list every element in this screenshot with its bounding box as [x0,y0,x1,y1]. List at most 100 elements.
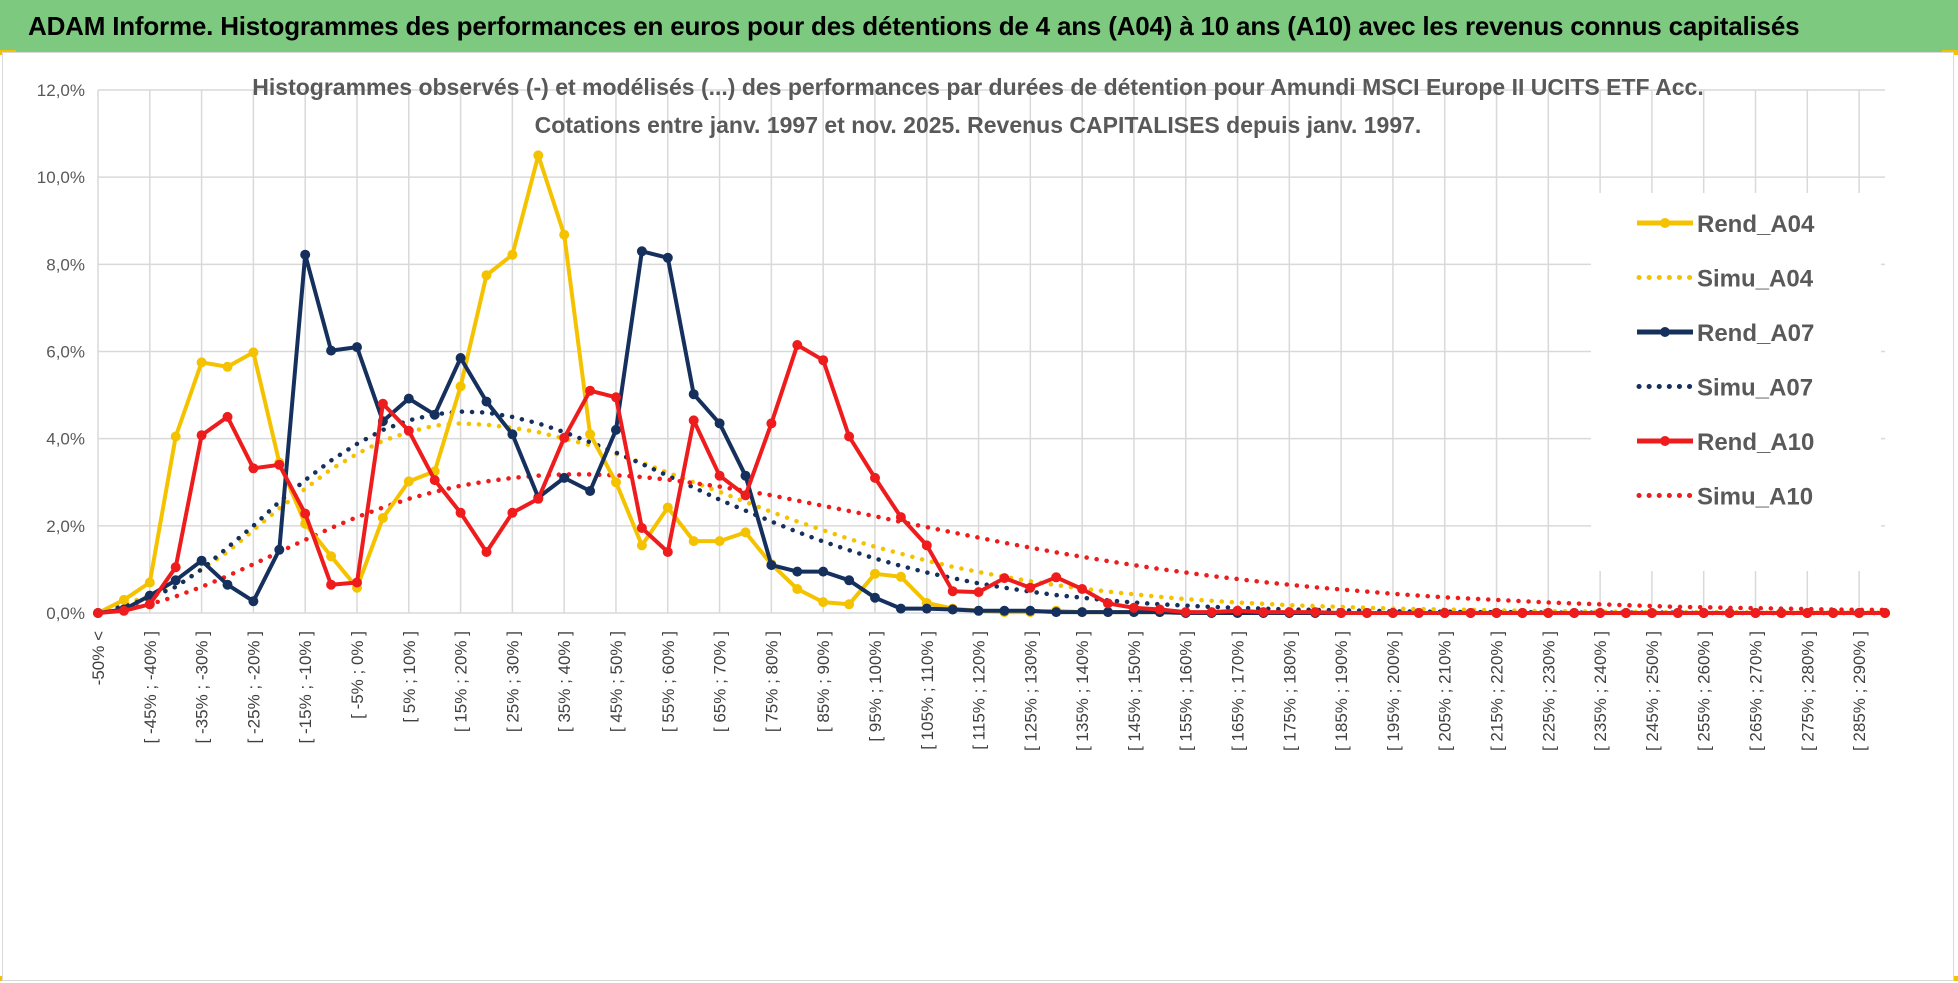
x-tick-label: [ 285% ; 290% ] [1850,631,1869,751]
legend-label: Rend_A04 [1697,211,1815,238]
data-point-Rend_A07 [248,596,259,607]
line-chart: 0,0% 2,0% 4,0% 6,0% 8,0% 10,0% 12,0% -50% < [ -… [37,74,1890,751]
data-point-Rend_A07 [714,418,725,429]
series-group [93,150,1890,618]
y-axis-ticks: 0,0% 2,0% 4,0% 6,0% 8,0% 10,0% 12,0% [37,81,85,623]
data-point-Rend_A10 [1569,608,1580,618]
legend-item-Simu_A04: Simu_A04 [1636,266,1814,293]
series-line-Rend_A10 [97,343,1885,615]
x-tick-label: -50% < [89,631,108,685]
data-point-Rend_A10 [1206,607,1217,618]
legend-marker [1660,327,1670,337]
data-point-Rend_A10 [1439,608,1450,618]
legend-marker [1660,436,1670,446]
x-tick-label: [ 105% ; 110% ] [918,631,937,750]
data-point-Rend_A07 [766,560,777,571]
data-point-Rend_A10 [455,507,466,518]
x-tick-label: [ -15% ; -10% ] [296,631,315,743]
data-point-Rend_A10 [714,470,725,481]
data-point-Rend_A04 [895,571,906,582]
data-point-Rend_A10 [947,586,958,597]
data-point-Rend_A10 [636,523,647,533]
data-point-Rend_A07 [507,429,518,440]
x-tick-label: [ -45% ; -40% ] [141,631,160,743]
data-point-Rend_A10 [1595,608,1606,618]
data-point-Rend_A10 [1051,572,1062,583]
series-Simu_A10 [95,472,1888,615]
data-point-Rend_A10 [300,508,311,519]
data-point-Rend_A04 [196,357,207,368]
legend-item-Rend_A07: Rend_A07 [1637,320,1814,347]
report-title: ADAM Informe. Histogrammes des performan… [28,10,1800,41]
x-tick-label: [ 185% ; 190% ] [1332,631,1351,751]
x-tick-label: [ 255% ; 260% ] [1695,631,1714,751]
data-point-Rend_A04 [118,594,129,605]
data-point-Rend_A04 [688,536,699,547]
data-point-Rend_A07 [1077,607,1088,618]
data-point-Rend_A04 [714,536,725,547]
data-point-Rend_A10 [921,540,932,551]
data-point-Rend_A04 [144,577,155,588]
y-tick-label: 8,0% [46,255,85,274]
x-tick-label: [ 165% ; 170% ] [1229,631,1248,751]
data-point-Rend_A10 [118,605,129,616]
legend-item-Rend_A10: Rend_A10 [1637,429,1814,456]
y-tick-label: 4,0% [46,430,85,449]
data-point-Rend_A10 [1517,608,1528,618]
x-tick-label: [ 5% ; 10% ] [400,631,419,723]
x-tick-label: [ -35% ; -30% ] [193,631,212,743]
data-point-Rend_A07 [481,396,492,407]
data-point-Rend_A04 [870,568,880,579]
legend-item-Simu_A10: Simu_A10 [1636,484,1813,511]
data-point-Rend_A10 [1103,598,1113,609]
data-point-Rend_A10 [1154,604,1165,615]
data-point-Rend_A10 [1750,608,1761,618]
data-point-Rend_A04 [792,584,803,594]
data-point-Rend_A10 [196,430,207,441]
data-point-Rend_A04 [507,249,518,260]
data-point-Rend_A10 [611,392,621,403]
data-point-Rend_A10 [1724,608,1735,618]
x-tick-label: [ 65% ; 70% ] [711,631,730,732]
data-point-Rend_A10 [403,425,414,436]
data-point-Rend_A07 [844,575,855,586]
x-tick-label: [ 145% ; 150% ] [1125,631,1144,751]
legend-label: Rend_A07 [1697,320,1814,347]
data-point-Rend_A10 [740,490,751,501]
data-point-Rend_A10 [688,415,699,426]
y-tick-label: 10,0% [37,168,85,187]
data-point-Rend_A04 [170,431,181,442]
data-point-Rend_A07 [895,603,906,614]
data-point-Rend_A10 [1491,608,1502,618]
data-point-Rend_A07 [1025,605,1036,616]
legend-marker [1660,218,1670,228]
data-point-Rend_A10 [999,573,1010,584]
data-point-Rend_A10 [559,432,570,443]
data-point-Rend_A04 [559,229,570,240]
data-point-Rend_A10 [1621,608,1631,618]
data-point-Rend_A10 [352,577,362,588]
x-tick-label: [ 25% ; 30% ] [503,631,522,732]
data-point-Rend_A10 [1802,608,1813,618]
report-banner: ADAM Informe. Histogrammes des performan… [0,0,1958,52]
x-tick-label: [ 195% ; 200% ] [1384,631,1403,751]
y-tick-label: 2,0% [46,517,85,536]
data-point-Rend_A10 [429,475,440,486]
data-point-Rend_A07 [792,566,803,577]
data-point-Rend_A07 [1103,607,1113,618]
legend-label: Simu_A04 [1697,266,1814,293]
data-point-Rend_A10 [1698,608,1709,618]
data-point-Rend_A10 [1336,608,1347,618]
data-point-Rend_A07 [455,353,466,363]
x-tick-label: [ 215% ; 220% ] [1488,631,1507,751]
data-point-Rend_A10 [1362,608,1372,618]
x-tick-label: [ 95% ; 100% ] [866,631,885,742]
data-point-Rend_A07 [222,579,233,590]
data-point-Rend_A10 [1128,602,1139,613]
x-tick-label: [ -25% ; -20% ] [244,631,263,743]
x-tick-label: [ 45% ; 50% ] [607,631,626,732]
x-tick-label: [ 275% ; 280% ] [1798,631,1817,751]
data-point-Rend_A07 [688,389,699,400]
data-point-Rend_A10 [1387,608,1398,618]
data-point-Rend_A04 [740,527,751,538]
